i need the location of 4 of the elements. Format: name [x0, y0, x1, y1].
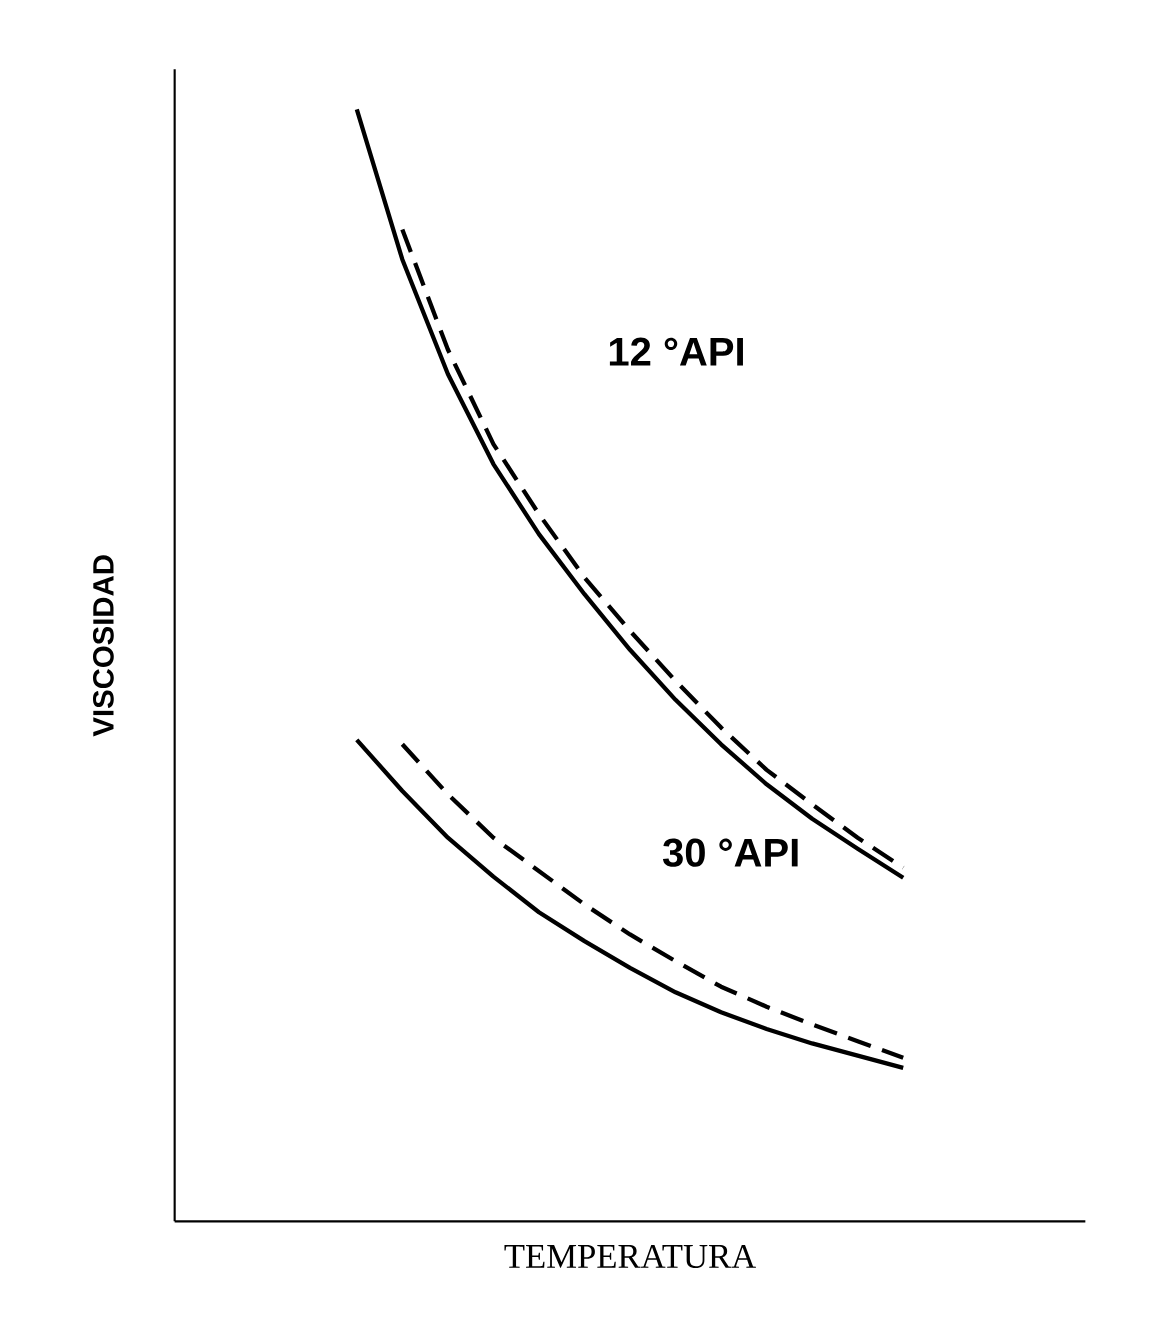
annotation: 30 °API [662, 838, 798, 867]
x-axis-title: TEMPERATURA [504, 1244, 756, 1269]
y-axis-title: VISCOSIDAD [93, 555, 114, 737]
annotation: 12 °API [609, 337, 743, 366]
